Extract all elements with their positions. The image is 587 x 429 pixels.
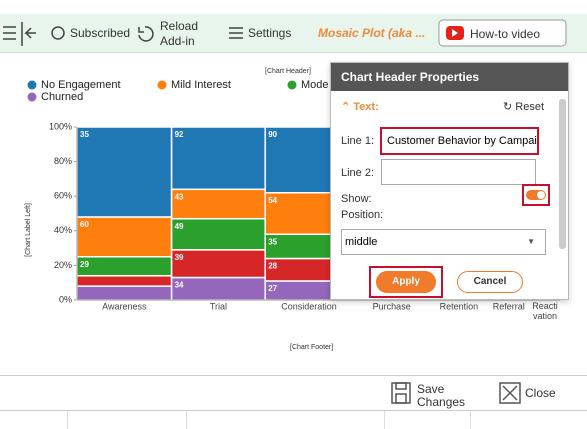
cell-label: 29 — [80, 260, 89, 269]
legend-marker — [287, 80, 297, 90]
properties-panel: Chart Header Properties ⌃ Text: ↻ Reset … — [330, 62, 569, 300]
chart: [Chart Header] [Chart Footer] [Chart Lab… — [25, 68, 560, 351]
apply-button[interactable]: Apply — [376, 271, 436, 293]
y-tick-label: 40% — [54, 225, 72, 235]
y-tick-label: 100% — [49, 121, 72, 131]
cell-label: 92 — [175, 130, 184, 139]
y-tick-label: 60% — [54, 191, 72, 201]
scrollbar[interactable] — [559, 99, 566, 249]
mosaic-cell — [170, 276, 266, 301]
chart-footer[interactable]: [Chart Footer] — [290, 344, 333, 351]
save[interactable]: Changes — [417, 395, 466, 409]
save[interactable]: Save — [417, 382, 445, 396]
addin-title: Mosaic Plot (aka ... — [318, 26, 426, 40]
legend-label: Mode — [301, 79, 329, 91]
section[interactable]: ⌃ Text: — [341, 101, 379, 113]
chart-header[interactable]: [Chart Header] — [265, 68, 311, 75]
section-label: Text: — [353, 101, 379, 113]
line2-label: Line 2: — [341, 167, 375, 179]
mosaic-cell — [170, 217, 266, 251]
mosaic-cell — [76, 216, 173, 258]
y-tick-label: 80% — [54, 156, 72, 166]
toggle[interactable] — [526, 190, 546, 200]
settings[interactable]: Settings — [248, 26, 292, 40]
reload[interactable]: Reload — [160, 19, 199, 33]
cell-label: 39 — [175, 253, 184, 262]
position-value: middle — [345, 236, 378, 248]
cell-label: 49 — [175, 222, 184, 231]
y-tick-label: 0% — [59, 294, 72, 304]
cell-label: 60 — [80, 220, 89, 229]
x-tick-label: Referral — [493, 301, 525, 311]
cell-label: 28 — [268, 262, 277, 271]
mosaic-cell — [76, 256, 173, 277]
y-label[interactable]: [Chart Label Left] — [25, 203, 32, 257]
cell-label: 54 — [268, 196, 277, 205]
x-tick-label: Reacti vation — [532, 301, 558, 321]
reset-label: Reset — [515, 101, 545, 113]
cell-label: 27 — [268, 284, 277, 293]
x-tick-label: Awareness — [102, 301, 147, 311]
cell-label: 35 — [80, 130, 89, 139]
line2-input[interactable] — [381, 159, 536, 185]
cell-label: 35 — [268, 237, 277, 246]
legend-label: Churned — [41, 91, 83, 103]
toolbar-icons — [3, 19, 567, 47]
apply-frame: Apply — [369, 266, 443, 298]
position-select[interactable]: middle ▼ — [341, 229, 546, 255]
legend-marker — [27, 80, 37, 90]
show-label: Show: — [341, 193, 372, 205]
mosaic-cell — [76, 126, 173, 218]
mosaic-cell — [170, 126, 266, 191]
legend-marker — [157, 80, 167, 90]
x-tick-label: Consideration — [281, 301, 337, 311]
line1-label: Line 1: — [341, 135, 375, 147]
close[interactable]: Close — [525, 386, 556, 400]
x-tick-label: Retention — [440, 301, 479, 311]
mosaic-cell — [170, 188, 266, 220]
cancel-button[interactable]: Cancel — [457, 271, 523, 293]
reset[interactable]: ↻ Reset — [503, 101, 545, 113]
cell-label: 34 — [175, 281, 184, 290]
x-tick-label: Purchase — [373, 301, 411, 311]
cell-label: 43 — [175, 192, 184, 201]
mosaic-cell — [76, 275, 173, 287]
bottom-icons — [391, 382, 521, 404]
mosaic-cell — [170, 249, 266, 279]
reload[interactable]: Add-in — [160, 34, 195, 48]
legend-label: No Engagement — [41, 79, 121, 91]
cell-label: 90 — [268, 130, 277, 139]
y-tick-label: 20% — [54, 260, 72, 270]
divider — [0, 375, 587, 376]
x-tick-label: Trial — [210, 301, 227, 311]
subscribed[interactable]: Subscribed — [70, 26, 131, 40]
status-row — [0, 410, 587, 429]
position-label: Position: — [341, 209, 384, 221]
toggle-frame — [522, 184, 550, 206]
video-button[interactable]: How-to video — [470, 27, 541, 41]
panel-title: Chart Header Properties — [331, 63, 568, 91]
legend-label: Mild Interest — [171, 79, 231, 91]
line1-input[interactable]: Customer Behavior by Campai — [380, 127, 539, 155]
mosaic-cell — [76, 285, 173, 301]
legend-marker — [27, 92, 37, 102]
